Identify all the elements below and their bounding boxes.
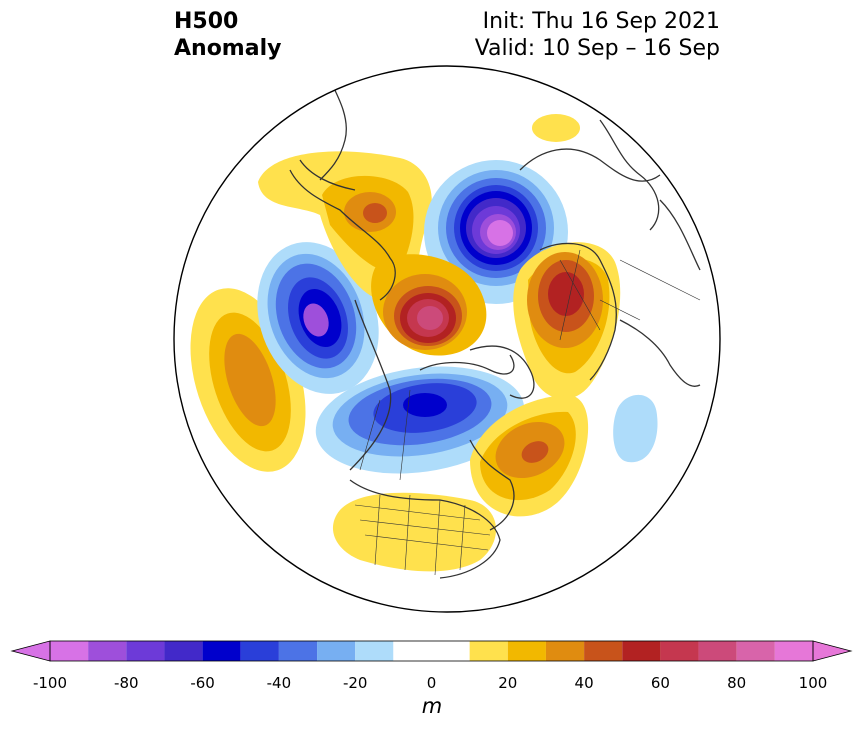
colorbar-tick-label: 60 [650,674,670,692]
anomaly-greenland-positive [470,395,589,517]
anomaly-west-siberia-positive [513,242,621,400]
colorbar-frame [49,640,814,662]
colorbar-cell [584,641,623,661]
colorbar-tick-label: -80 [114,674,139,692]
polar-map [173,65,721,613]
anomaly-alaska-negative [257,242,379,394]
coastlines [289,79,701,579]
map-title: H500 Anomaly [174,8,281,62]
anomaly-conus-positive [332,492,497,572]
colorbar-cell [545,641,585,661]
colorbar-cell [622,641,661,661]
colorbar-cell [126,641,165,661]
colorbar-tick-label: -20 [342,674,368,692]
colorbar-cell [393,641,470,661]
anomaly-southeast-asia-positive [532,114,580,142]
anomaly-north-africa-negative [613,394,658,463]
colorbar-tick-label: 20 [498,674,518,692]
valid-range: Valid: 10 Sep – 16 Sep [474,36,720,61]
title-line-1: H500 [174,9,239,34]
colorbar [10,640,853,662]
map-boundary [173,65,721,613]
colorbar-tick-label: -100 [32,674,68,692]
colorbar-tick-label: 80 [727,674,747,692]
colorbar-units: m [421,694,443,718]
colorbar-cell [698,641,737,661]
colorbar-extend-under [10,640,51,662]
colorbar-cell [507,641,546,661]
colorbar-tick-label: -40 [266,674,292,692]
colorbar-extend-over [812,640,853,662]
colorbar-cell [88,641,127,661]
colorbar-cell [240,641,279,661]
colorbar-tick-label: 40 [574,674,594,692]
anomaly-asia-positive [371,254,487,356]
colorbar-cell [202,641,241,661]
colorbar-cell [50,641,89,661]
init-time: Init: Thu 16 Sep 2021 [482,9,720,34]
colorbar-tick-label: 100 [798,674,828,692]
state-borders [354,249,701,576]
colorbar-cell [774,641,813,661]
colorbar-cell [355,641,394,661]
anomaly-canada-negative [315,366,525,474]
colorbar-cell [660,641,699,661]
colorbar-cell [317,641,356,661]
colorbar-tick-label: 0 [426,674,437,692]
colorbar-tick-label: -60 [190,674,215,692]
colorbar-cell [164,641,203,661]
colorbar-cell [278,641,318,661]
colorbar-cell [469,641,508,661]
valid-time: Init: Thu 16 Sep 2021 Valid: 10 Sep – 16… [475,8,720,62]
colorbar-cell [736,641,775,661]
title-line-2: Anomaly [174,36,282,61]
